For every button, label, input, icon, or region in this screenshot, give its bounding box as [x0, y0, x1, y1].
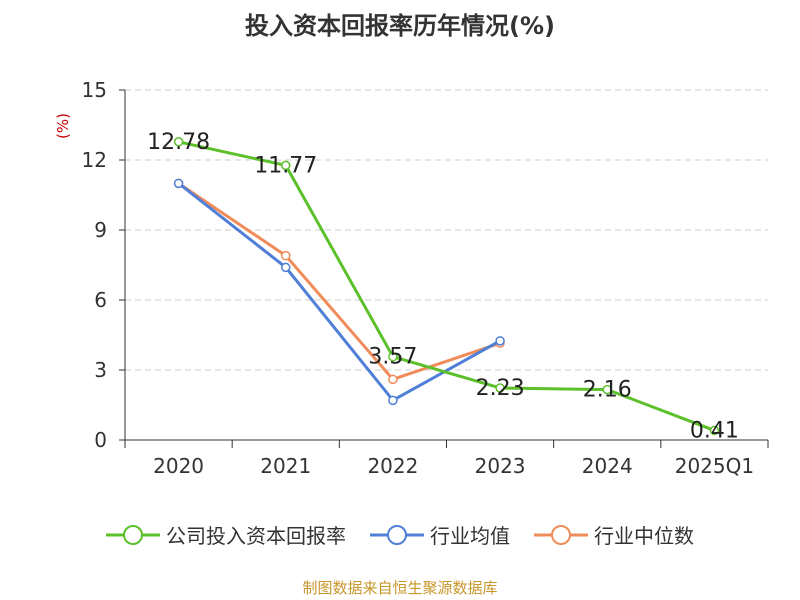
data-point-company[interactable] [495, 383, 505, 393]
legend-label: 公司投入资本回报率 [166, 524, 346, 548]
data-label: 3.57 [368, 345, 417, 370]
legend-label: 行业均值 [430, 524, 510, 548]
legend-marker-icon [106, 524, 160, 545]
data-point-industry-median[interactable] [388, 374, 398, 385]
y-axis-unit-label: (%) [54, 113, 72, 139]
data-point-industry-avg[interactable] [173, 178, 184, 189]
y-tick-label: 12 [82, 148, 107, 172]
x-tick-label: 2021 [260, 454, 311, 478]
data-point-industry-avg[interactable] [388, 395, 398, 406]
y-tick-label: 6 [94, 288, 107, 312]
source-note: 制图数据来自恒生聚源数据库 [302, 579, 498, 597]
data-point-industry-median[interactable] [281, 250, 291, 261]
series-line-company [178, 140, 715, 432]
data-point-company[interactable] [709, 425, 720, 436]
data-label: 2.23 [476, 376, 525, 401]
y-tick-label: 9 [94, 218, 107, 242]
y-tick-label: 3 [94, 358, 107, 382]
series-line-industry-median [177, 182, 501, 381]
data-label: 0.41 [690, 418, 739, 443]
data-point-company[interactable] [281, 160, 291, 171]
legend-marker-icon [370, 524, 424, 545]
legend-item-industry-median[interactable]: 行业中位数 [534, 520, 694, 549]
x-tick-label: 2022 [367, 454, 418, 478]
x-tick-label: 2024 [582, 454, 633, 478]
data-point-company[interactable] [602, 384, 612, 395]
y-tick-label: 15 [82, 78, 107, 102]
series-line-industry-avg [177, 182, 501, 402]
legend: 公司投入资本回报率 行业均值 行业中位数 [0, 520, 800, 549]
legend-marker-icon [534, 524, 588, 545]
legend-item-company[interactable]: 公司投入资本回报率 [106, 520, 346, 549]
data-label: 2.16 [583, 378, 632, 403]
data-label: 12.78 [147, 130, 210, 155]
data-point-company[interactable] [173, 137, 184, 147]
x-tick-label: 2023 [475, 454, 526, 478]
legend-item-industry-avg[interactable]: 行业均值 [370, 520, 510, 549]
chart-title: 投入资本回报率历年情况(%) [245, 12, 555, 40]
data-point-industry-avg[interactable] [281, 262, 291, 273]
x-tick-label: 2025Q1 [675, 454, 754, 478]
x-tick-label: 2020 [153, 454, 204, 478]
data-label: 11.77 [254, 153, 317, 178]
y-tick-label: 0 [94, 428, 107, 452]
legend-label: 行业中位数 [594, 524, 694, 548]
data-point-industry-avg[interactable] [495, 336, 505, 346]
data-point-company[interactable] [388, 351, 398, 362]
